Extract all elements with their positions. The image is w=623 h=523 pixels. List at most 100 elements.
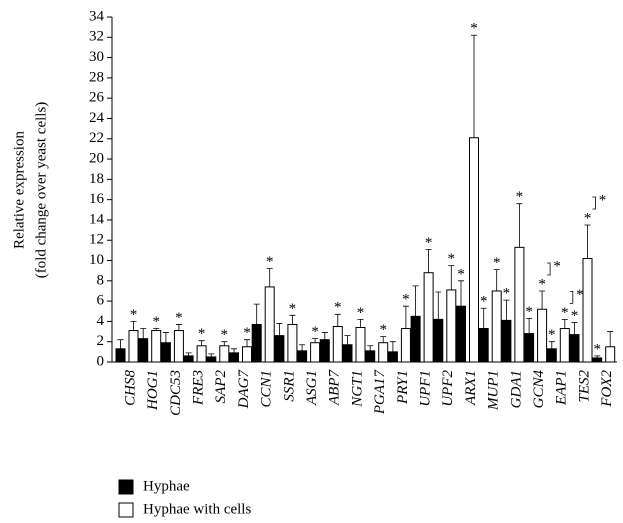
- bar: [242, 346, 252, 363]
- error-bar: [561, 318, 568, 329]
- x-tick-label: NGT1: [349, 370, 365, 408]
- error-bar: [516, 203, 523, 248]
- error-bar: [503, 299, 510, 321]
- error-bar: [221, 341, 228, 346]
- significance-label: *: [152, 314, 160, 330]
- bar: [183, 355, 194, 363]
- error-bar: [289, 314, 296, 325]
- error-bar: [321, 332, 328, 340]
- significance-label: *: [571, 308, 579, 324]
- bar: [365, 350, 376, 363]
- y-tick-label: 34: [89, 8, 105, 24]
- error-bar: [140, 328, 147, 339]
- y-axis-label-line: (fold change over yeast cells): [33, 102, 49, 279]
- significance-label: *: [480, 294, 488, 310]
- x-tick-label: ARX1: [463, 370, 479, 406]
- significance-label: *: [130, 307, 138, 323]
- y-tick-label: 0: [97, 353, 105, 369]
- bar: [478, 328, 489, 363]
- significance-label: *: [334, 300, 342, 316]
- x-tick-label: UPF2: [440, 370, 456, 407]
- y-tick-label: 20: [89, 150, 104, 166]
- significance-label: *: [357, 305, 365, 321]
- significance-label: *: [493, 255, 501, 271]
- x-tick-label: SAP2: [213, 370, 229, 404]
- error-bar: [162, 332, 169, 343]
- bar: [229, 352, 239, 363]
- bar: [456, 305, 466, 363]
- y-tick-label: 12: [89, 232, 104, 248]
- x-tick-label: CCN1: [259, 370, 275, 408]
- y-tick-label: 30: [89, 49, 104, 65]
- legend-label: Hyphae with cells: [143, 501, 251, 517]
- x-tick-label: ASG1: [304, 370, 320, 406]
- x-tick-label: FRE3: [191, 370, 207, 406]
- y-tick-label: 14: [89, 211, 105, 227]
- significance-label: *: [538, 276, 546, 292]
- error-bar: [244, 339, 250, 347]
- x-tick-label: EAP1: [554, 370, 570, 406]
- significance-label: *: [584, 210, 592, 226]
- x-tick-label: HOG1: [145, 370, 161, 411]
- error-bar: [493, 269, 500, 291]
- significance-label: *: [221, 327, 229, 343]
- bar: [173, 330, 184, 363]
- bracket: [569, 290, 574, 304]
- error-bar: [334, 313, 341, 327]
- significance-label: *: [311, 324, 319, 340]
- error-bar: [594, 355, 601, 358]
- bar: [559, 328, 570, 363]
- x-tick-label: CHS8: [122, 370, 138, 406]
- x-tick-label: GDA1: [508, 370, 524, 408]
- y-tick-label: 24: [89, 110, 105, 126]
- error-bar: [548, 341, 555, 349]
- significance-label: *: [448, 251, 456, 267]
- significance-label: *: [503, 286, 511, 302]
- error-bar: [380, 336, 387, 343]
- y-axis-label-line: Relative expression: [11, 131, 27, 249]
- bar: [196, 345, 207, 363]
- bracket-label: *: [553, 258, 561, 274]
- x-tick-label: SSR1: [281, 370, 297, 402]
- bar: [264, 286, 275, 363]
- bar: [319, 339, 330, 363]
- bar: [433, 318, 444, 363]
- bar: [332, 325, 343, 363]
- y-axis-label: Relative expression (fold change over ye…: [11, 102, 49, 279]
- bar: [206, 356, 217, 363]
- significance-label: *: [198, 326, 206, 342]
- bar: [469, 137, 479, 363]
- significance-label: *: [470, 21, 478, 37]
- significance-label: *: [548, 327, 556, 343]
- significance-label: *: [289, 301, 297, 317]
- bracket: [592, 196, 596, 210]
- legend-label: Hyphae: [143, 478, 190, 494]
- y-tick-label: 18: [89, 171, 104, 187]
- bar: [423, 272, 434, 363]
- bar: [582, 258, 593, 363]
- error-bar: [458, 280, 464, 307]
- bar: [310, 342, 321, 363]
- error-bar: [357, 318, 364, 328]
- error-bar: [253, 303, 260, 325]
- significance-label: *: [425, 235, 433, 251]
- significance-label: *: [243, 325, 251, 341]
- bar: [378, 342, 389, 363]
- bar: [151, 330, 162, 363]
- y-tick-label: 28: [89, 69, 104, 85]
- bar: [501, 319, 512, 363]
- error-bar: [276, 323, 283, 336]
- y-tick-label: 2: [97, 333, 105, 349]
- bar: [400, 328, 411, 363]
- error-bar: [153, 328, 160, 331]
- y-tick-label: 8: [97, 272, 105, 288]
- bar: [274, 335, 285, 363]
- bracket-label: *: [599, 192, 607, 208]
- significance-label: *: [175, 310, 183, 326]
- y-tick-label: 10: [89, 252, 104, 268]
- x-tick-label: TES2: [576, 370, 592, 403]
- bracket: [547, 262, 551, 276]
- significance-label: *: [402, 292, 410, 308]
- significance-label: *: [379, 322, 387, 338]
